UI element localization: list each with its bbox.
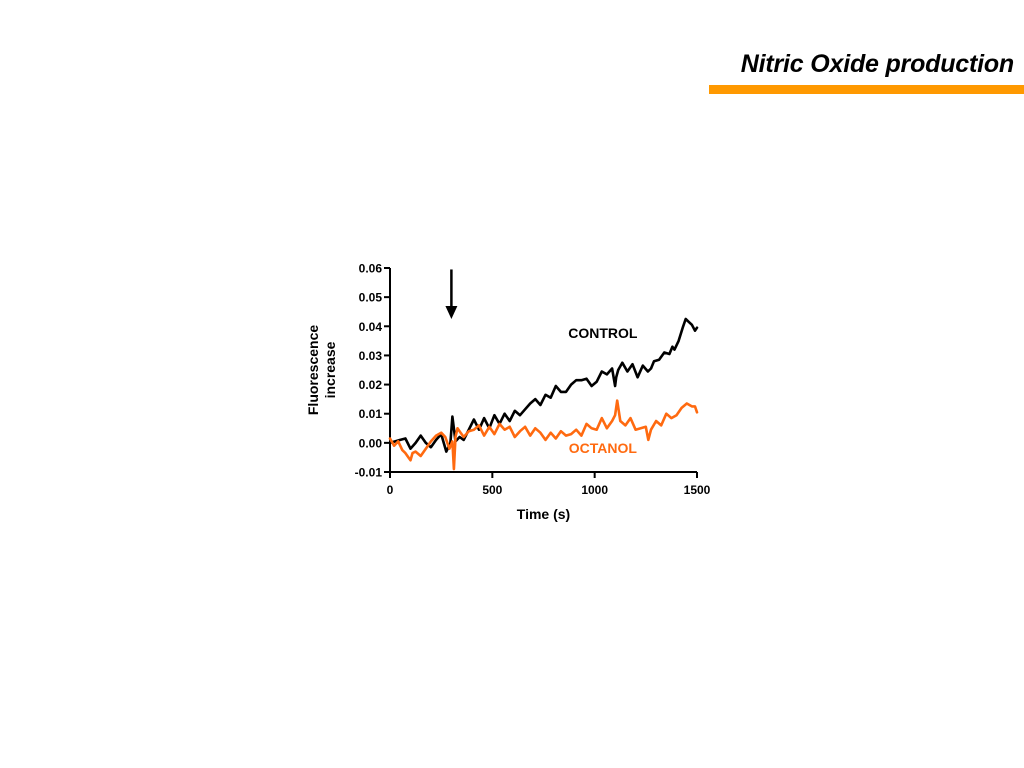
axes: -0.01 0.00 0.01 0.02 0.03 0.04 0.05 0.06 0 500 100… bbox=[305, 262, 711, 523]
x-tick-label: 500 bbox=[482, 483, 502, 497]
title-accent-bar bbox=[709, 85, 1024, 94]
y-tick-label: 0.02 bbox=[359, 378, 383, 392]
arrow-annotation-head bbox=[445, 306, 458, 319]
x-axis-title: Time (s) bbox=[517, 506, 570, 522]
series-lines bbox=[388, 317, 699, 471]
y-tick-label: 0.00 bbox=[359, 436, 383, 450]
y-tick-label: 0.05 bbox=[359, 291, 383, 305]
y-axis-title-line: increase bbox=[322, 341, 338, 398]
y-tick-label: 0.01 bbox=[359, 407, 383, 421]
x-tick-label: 1500 bbox=[684, 483, 711, 497]
x-tick-label: 1000 bbox=[581, 483, 608, 497]
y-tick-label: 0.03 bbox=[359, 349, 383, 363]
series-line-octanol bbox=[388, 399, 699, 471]
y-axis-title: Fluorescenceincrease bbox=[305, 325, 338, 415]
series-line-control bbox=[388, 317, 699, 453]
labels: CONTROL OCTANOL bbox=[445, 269, 638, 456]
y-tick-label: 0.06 bbox=[359, 262, 383, 276]
series-label-octanol: OCTANOL bbox=[569, 440, 638, 456]
slide-title: Nitric Oxide production bbox=[740, 50, 1014, 78]
y-tick-label: 0.04 bbox=[359, 320, 383, 334]
y-axis-title-line: Fluorescence bbox=[305, 325, 321, 415]
y-tick-label: -0.01 bbox=[355, 466, 383, 480]
x-tick-label: 0 bbox=[387, 483, 394, 497]
series-label-control: CONTROL bbox=[568, 325, 638, 341]
